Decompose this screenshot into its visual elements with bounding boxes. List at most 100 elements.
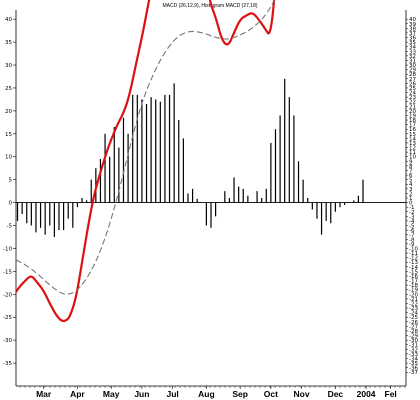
right-tick-label: 28: [409, 72, 416, 78]
right-tick-label: -4: [409, 219, 415, 225]
right-tick-label: 26: [409, 81, 416, 87]
right-tick-label: 14: [409, 136, 416, 142]
month-label: Fel: [385, 389, 397, 399]
right-tick-label: 21: [409, 104, 416, 110]
right-tick-label: 35: [409, 40, 416, 46]
right-tick-label: -34: [409, 356, 418, 362]
right-tick-label: 12: [409, 146, 416, 152]
right-tick-label: -37: [409, 370, 418, 376]
right-tick-label: 25: [409, 86, 416, 92]
month-label: 2004: [357, 389, 376, 399]
right-tick-label: -8: [409, 237, 415, 243]
left-tick-label: -35: [3, 361, 12, 367]
right-tick-label: -27: [409, 324, 418, 330]
right-tick-label: -2: [409, 210, 414, 216]
right-tick-label: -31: [409, 343, 418, 349]
macd-line: [15, 0, 276, 323]
right-tick-label: 3: [409, 187, 413, 193]
left-tick-label: -25: [3, 315, 12, 321]
left-tick-label: 35: [5, 40, 12, 46]
right-tick-label: -24: [409, 311, 418, 317]
right-tick-label: 36: [409, 36, 416, 42]
left-tick-label: 25: [5, 86, 12, 92]
right-tick-label: -32: [409, 347, 418, 353]
right-tick-label: 1: [409, 196, 413, 202]
right-tick-label: 27: [409, 77, 416, 83]
right-tick-label: 19: [409, 113, 416, 119]
right-tick-label: 10: [409, 155, 416, 161]
right-tick-label: 22: [409, 100, 416, 106]
right-tick-label: -5: [409, 224, 415, 230]
histogram-layer: [16, 78, 364, 237]
right-tick-label: 0: [409, 201, 413, 207]
right-tick-label: 13: [409, 141, 416, 147]
right-tick-label: 24: [409, 91, 416, 97]
chart-title: MACD (26,12,9), Histogram MACD (27,18): [162, 3, 257, 9]
left-tick-label: -15: [3, 269, 12, 275]
right-tick-label: -26: [409, 320, 418, 326]
left-tick-label: -30: [3, 338, 12, 344]
right-tick-label: 6: [409, 173, 413, 179]
left-tick-label: 40: [5, 17, 12, 23]
right-tick-label: -33: [409, 352, 418, 358]
right-tick-label: -7: [409, 233, 415, 239]
right-tick-label: 17: [409, 123, 416, 129]
right-tick-label: -22: [409, 301, 418, 307]
right-tick-label: -20: [409, 292, 418, 298]
right-tick-label: 33: [409, 49, 416, 55]
month-label: Oct: [264, 389, 278, 399]
right-tick-label: -29: [409, 334, 418, 340]
right-tick-label: -25: [409, 315, 418, 321]
right-tick-label: 18: [409, 118, 416, 124]
right-tick-label: 9: [409, 159, 413, 165]
right-tick-label: 29: [409, 68, 416, 74]
month-label: Nov: [294, 389, 310, 399]
month-label: Jul: [166, 389, 178, 399]
left-tick-label: -20: [3, 292, 12, 298]
right-tick-label: 2: [409, 191, 413, 197]
lines-layer: [15, 0, 276, 323]
left-tick-label: -10: [3, 246, 12, 252]
month-label: Aug: [198, 389, 215, 399]
right-tick-label: 32: [409, 54, 416, 60]
right-tick-label: 38: [409, 26, 416, 32]
right-tick-label: 16: [409, 127, 416, 133]
right-tick-label: 34: [409, 45, 416, 51]
right-tick-label: -3: [409, 214, 415, 220]
left-tick-label: 0: [9, 201, 13, 207]
left-tick-label: 30: [5, 63, 12, 69]
tick-labels-layer: 4035302520151050-5-10-15-20-25-30-354039…: [3, 17, 418, 399]
right-tick-label: -17: [409, 279, 418, 285]
axes-layer: [13, 10, 408, 389]
month-label: Mar: [36, 389, 52, 399]
right-tick-label: -1: [409, 205, 414, 211]
left-tick-label: 10: [5, 155, 12, 161]
right-tick-label: 39: [409, 22, 416, 28]
right-tick-label: -15: [409, 269, 418, 275]
right-tick-label: 7: [409, 168, 413, 174]
right-tick-label: 11: [409, 150, 416, 156]
left-tick-label: 20: [5, 109, 12, 115]
right-tick-label: -35: [409, 361, 418, 367]
month-label: Sep: [232, 389, 248, 399]
left-tick-label: 5: [9, 178, 13, 184]
right-tick-label: 8: [409, 164, 413, 170]
right-tick-label: 20: [409, 109, 416, 115]
right-tick-label: 37: [409, 31, 416, 37]
right-tick-label: 15: [409, 132, 416, 138]
month-label: Jun: [134, 389, 149, 399]
right-tick-label: -16: [409, 274, 418, 280]
right-tick-label: -28: [409, 329, 418, 335]
right-tick-label: -10: [409, 246, 418, 252]
right-tick-label: 30: [409, 63, 416, 69]
right-tick-label: -14: [409, 265, 418, 271]
left-tick-label: -5: [7, 224, 13, 230]
month-label: May: [103, 389, 120, 399]
right-tick-label: -23: [409, 306, 418, 312]
right-tick-label: -13: [409, 260, 418, 266]
right-tick-label: -18: [409, 283, 418, 289]
right-tick-label: -6: [409, 228, 415, 234]
right-tick-label: 23: [409, 95, 416, 101]
